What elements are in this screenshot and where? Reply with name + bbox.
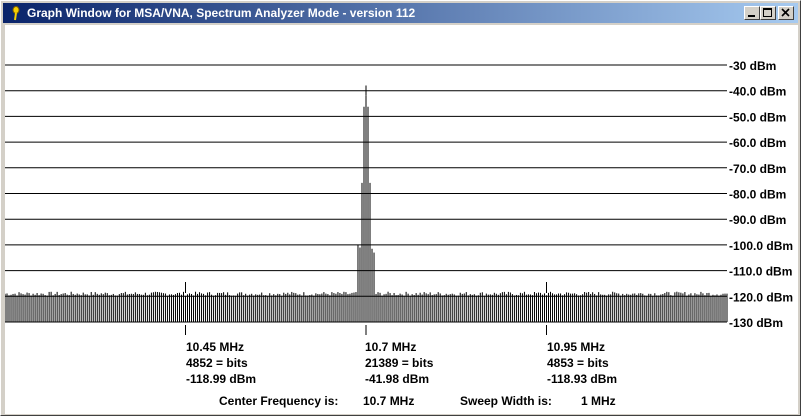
- y-tick-label: -120.0 dBm: [729, 290, 793, 304]
- minimize-icon: [748, 15, 755, 17]
- marker-center-dbm: -41.98 dBm: [365, 372, 430, 386]
- marker-right-dbm: -118.93 dBm: [547, 372, 618, 386]
- window-title: Graph Window for MSA/VNA, Spectrum Analy…: [27, 6, 416, 20]
- marker-right-bits: 4853 = bits: [547, 356, 609, 370]
- spectrum-graph[interactable]: -30 dBm -40.0 dBm -50.0 dBm -60.0 dBm -70.0 …: [5, 25, 798, 414]
- marker-center: 10.7 MHz 21389 = bits -41.98 dBm: [365, 339, 433, 387]
- graph-area: -30 dBm -40.0 dBm -50.0 dBm -60.0 dBm -70.0 …: [5, 25, 798, 414]
- marker-left-dbm: -118.99 dBm: [186, 372, 257, 386]
- close-icon: [781, 8, 790, 17]
- marker-right: 10.95 MHz 4853 = bits -118.93 dBm: [547, 339, 617, 387]
- minimize-button[interactable]: [744, 6, 760, 20]
- y-tick-label: -30 dBm: [729, 59, 776, 73]
- sweep-width-label: Sweep Width is:: [460, 394, 552, 408]
- y-tick-label: -90.0 dBm: [729, 213, 786, 227]
- y-tick-label: -130 dBm: [729, 316, 783, 330]
- y-tick-label: -60.0 dBm: [729, 136, 786, 150]
- marker-left-bits: 4852 = bits: [186, 356, 248, 370]
- title-bar[interactable]: Graph Window for MSA/VNA, Spectrum Analy…: [3, 3, 798, 23]
- y-tick-label: -40.0 dBm: [729, 85, 786, 99]
- close-button[interactable]: [778, 6, 794, 20]
- y-tick-label: -80.0 dBm: [729, 188, 786, 202]
- y-tick-label: -70.0 dBm: [729, 162, 786, 176]
- y-tick-label: -50.0 dBm: [729, 110, 786, 124]
- maximize-button[interactable]: [760, 6, 776, 20]
- marker-center-freq: 10.7 MHz: [365, 340, 417, 354]
- marker-left: 10.45 MHz 4852 = bits -118.99 dBm: [186, 339, 256, 387]
- maximize-icon: [763, 8, 772, 17]
- center-frequency-value: 10.7 MHz: [363, 394, 415, 408]
- marker-center-bits: 21389 = bits: [365, 356, 434, 370]
- sweep-width-value: 1 MHz: [581, 394, 616, 408]
- marker-left-freq: 10.45 MHz: [186, 340, 245, 354]
- y-tick-label: -110.0 dBm: [729, 265, 792, 279]
- pin-icon[interactable]: [8, 5, 24, 21]
- y-tick-label: -100.0 dBm: [729, 239, 793, 253]
- marker-right-freq: 10.95 MHz: [547, 340, 606, 354]
- center-frequency-label: Center Frequency is:: [219, 394, 339, 408]
